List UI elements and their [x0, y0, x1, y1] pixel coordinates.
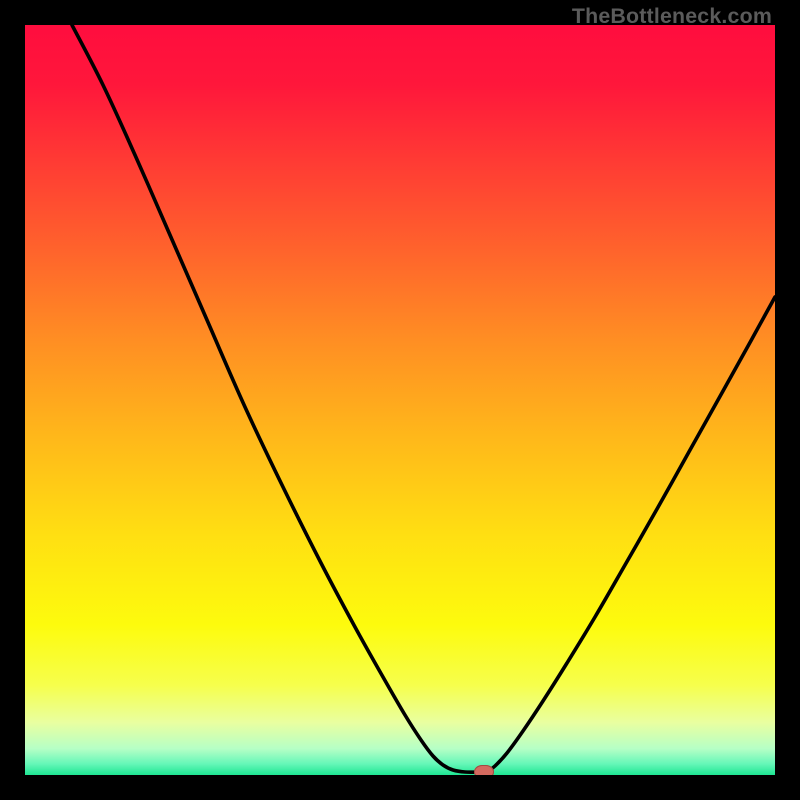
watermark-text: TheBottleneck.com — [572, 4, 772, 29]
minimum-marker — [474, 765, 494, 775]
plot-area — [25, 25, 775, 775]
bottleneck-curve — [25, 25, 775, 775]
chart-frame: TheBottleneck.com — [0, 0, 800, 800]
